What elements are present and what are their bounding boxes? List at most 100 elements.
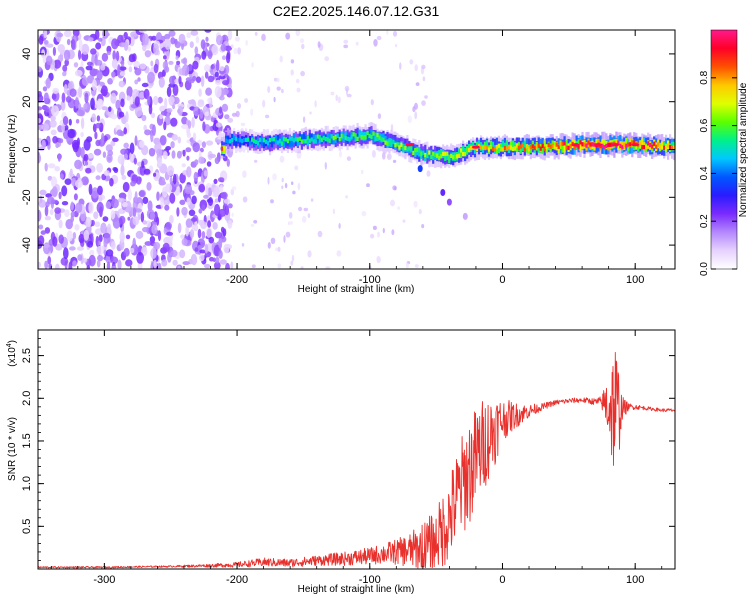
noise-cell (134, 67, 142, 76)
noise-cell (204, 30, 212, 33)
noise-cell (141, 114, 147, 122)
noise-cell (355, 41, 359, 46)
noise-cell (157, 97, 164, 104)
ridge-cell (276, 134, 280, 144)
ridge-cell (245, 137, 248, 142)
ridge-cell (428, 150, 431, 155)
noise-cell (198, 208, 203, 214)
ridge-cell (237, 138, 240, 143)
ridge-cell (509, 145, 512, 150)
noise-cell (373, 39, 378, 47)
noise-cell (123, 41, 129, 51)
ridge-cell (643, 145, 646, 150)
noise-cell (277, 263, 282, 269)
noise-cell (122, 201, 128, 208)
noise-cell (43, 30, 48, 39)
ridge-cell (424, 144, 427, 160)
noise-cell (187, 99, 196, 105)
noise-cell (220, 191, 228, 199)
ridge-cell (507, 145, 510, 150)
noise-cell (203, 194, 209, 199)
noise-cell (138, 30, 147, 33)
ridge-cell (497, 144, 500, 154)
noise-cell (343, 44, 349, 49)
noise-cell (294, 165, 299, 171)
noise-cell (221, 103, 229, 112)
noise-cell (242, 196, 248, 203)
noise-cell (227, 203, 233, 209)
noise-cell (140, 211, 145, 223)
ridge-cell (458, 148, 461, 158)
noise-cell (51, 186, 58, 198)
noise-cell (179, 249, 186, 259)
noise-cell (421, 64, 426, 70)
noise-cell (267, 176, 270, 185)
ridge-cell (565, 145, 568, 150)
ridge-peak-cell (405, 143, 414, 147)
noise-cell (219, 106, 223, 114)
noise-cell (69, 246, 76, 251)
noise-cell (70, 201, 74, 211)
ridge-cell (527, 147, 530, 152)
noise-cell (224, 64, 230, 75)
noise-cell (150, 247, 157, 259)
ridge-cell (499, 146, 502, 152)
noise-cell (181, 163, 186, 168)
noise-cell (125, 234, 131, 240)
ridge-cell (505, 140, 508, 149)
noise-cell (149, 236, 156, 243)
ridge-cell (579, 142, 582, 151)
spectrogram-noise-layer (38, 30, 431, 269)
noise-cell (64, 178, 72, 185)
noise-cell (84, 92, 89, 104)
ridge-cell (280, 141, 284, 146)
noise-cell (303, 207, 309, 212)
ridge-cell (257, 141, 260, 146)
ridge-cell (563, 141, 566, 146)
ridge-cell (294, 137, 297, 142)
noise-cell (221, 55, 227, 60)
noise-cell (168, 83, 176, 88)
noise-cell (218, 75, 226, 80)
noise-cell (81, 43, 90, 55)
ridge-cell (491, 146, 495, 151)
ridge-cell (623, 142, 626, 147)
noise-cell (324, 162, 327, 170)
noise-cell (240, 122, 246, 127)
noise-cell (242, 170, 247, 178)
ridge-cell (567, 145, 570, 150)
noise-cell (93, 148, 102, 156)
ridge-cell (310, 137, 313, 142)
noise-cell (310, 198, 314, 202)
noise-cell (103, 170, 110, 177)
noise-cell (215, 256, 220, 264)
ridge-cell (286, 138, 289, 144)
ridge-peak-cell (471, 145, 480, 149)
noise-cell (199, 249, 206, 254)
ridge-cell (653, 141, 656, 146)
noise-cell (391, 229, 395, 236)
noise-cell (230, 44, 234, 49)
noise-cell (113, 167, 119, 173)
ridge-cell (485, 140, 489, 149)
noise-cell (281, 185, 284, 189)
noise-cell (98, 37, 103, 42)
noise-cell (208, 153, 216, 159)
noise-cell (178, 33, 186, 44)
noise-cell (295, 30, 301, 37)
ridge-cell (430, 149, 433, 159)
ridge-cell (235, 136, 238, 142)
noise-cell (224, 114, 230, 120)
colorbar-gradient (710, 29, 738, 270)
noise-cell (191, 117, 195, 128)
noise-cell (213, 178, 218, 185)
ridge-cell (519, 145, 522, 154)
noise-cell (190, 30, 199, 36)
noise-cell (127, 46, 132, 52)
ridge-cell (543, 146, 546, 151)
noise-cell (39, 189, 47, 196)
noise-cell (192, 75, 197, 82)
noise-cell (112, 50, 116, 61)
noise-cell (219, 184, 224, 194)
noise-cell (172, 259, 178, 266)
